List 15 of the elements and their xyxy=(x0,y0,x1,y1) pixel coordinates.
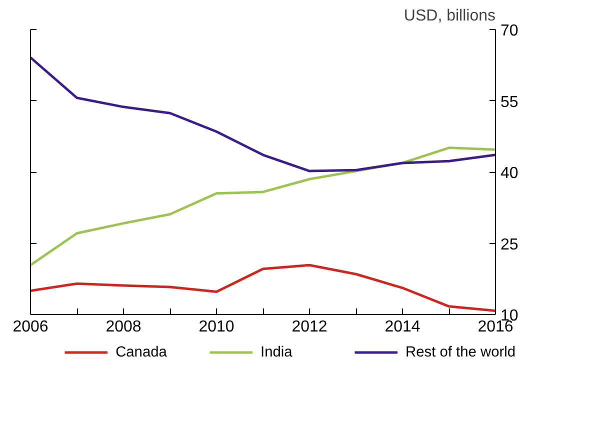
x-tick-label: 2012 xyxy=(292,318,328,336)
legend-label: Canada xyxy=(116,344,168,360)
y-tick-label: 40 xyxy=(500,165,518,182)
x-tick-label: 2008 xyxy=(106,318,142,336)
y-tick-label: 25 xyxy=(500,236,518,254)
y-tick-label: 70 xyxy=(500,22,518,40)
legend-label: Rest of the world xyxy=(406,344,516,360)
x-tick-label: 2006 xyxy=(12,318,48,336)
x-tick-label: 2010 xyxy=(198,318,234,336)
x-tick-label: 2014 xyxy=(384,318,420,336)
legend-label: India xyxy=(260,344,294,360)
y-tick-label: 55 xyxy=(500,94,518,111)
line-series xyxy=(30,56,496,172)
line-series xyxy=(30,264,496,312)
y-axis-title: USD, billions xyxy=(404,8,496,24)
